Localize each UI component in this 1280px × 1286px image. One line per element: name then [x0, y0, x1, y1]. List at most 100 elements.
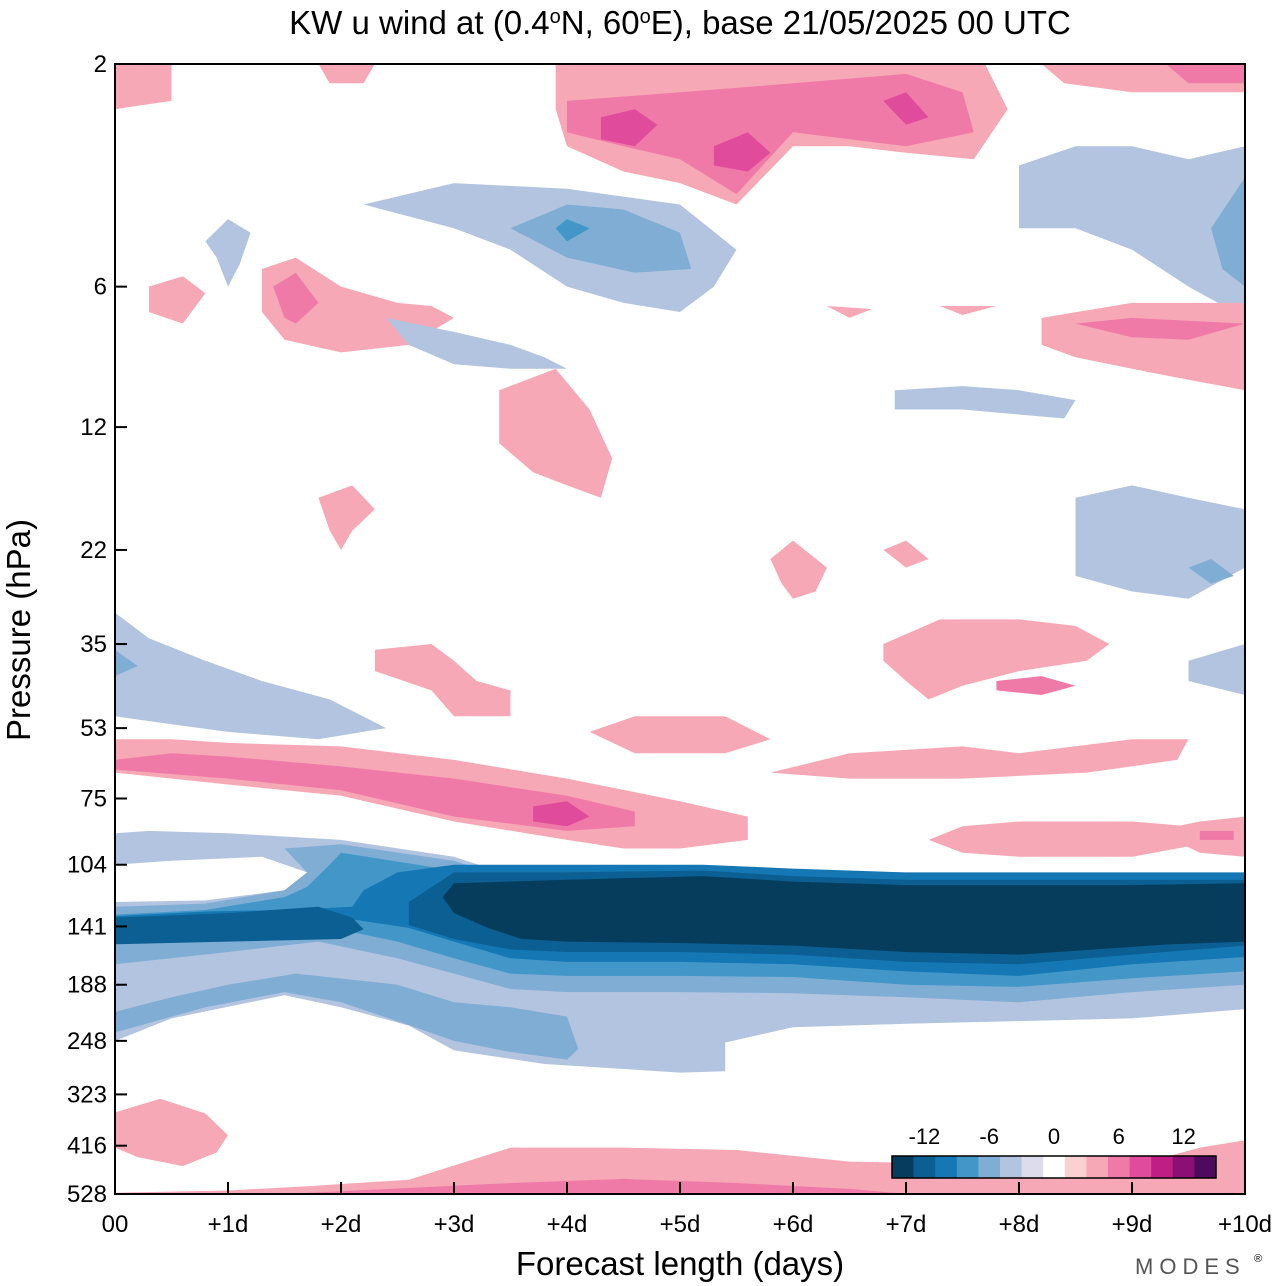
contour-region [318, 64, 375, 84]
contour-region [499, 368, 613, 498]
x-tick-label: 00 [102, 1211, 129, 1238]
contour-region [115, 973, 579, 1060]
modes-logo-text: MODES [1135, 1254, 1246, 1279]
contour-region [770, 540, 827, 599]
contour-region [883, 619, 1110, 700]
contour-region [1199, 830, 1234, 840]
modes-logo: MODES ® [1135, 1253, 1262, 1279]
contour-region [770, 739, 1189, 779]
contour-region [148, 276, 206, 324]
contour-region [1075, 317, 1245, 340]
registered-mark-icon: ® [1254, 1253, 1262, 1265]
contour-region [386, 317, 567, 369]
x-axis: 00 +1d +2d +3d +4d +5d +6d +7d +8d +9d +10d [102, 1182, 1272, 1238]
contour-region [284, 1178, 906, 1194]
colorbar-swatch [935, 1156, 958, 1178]
contour-region [1188, 644, 1245, 695]
contour-region [374, 644, 511, 717]
contour-layer [115, 64, 1245, 1194]
y-tick-label: 141 [67, 913, 107, 940]
contour-region [1188, 559, 1234, 584]
contour-region [589, 716, 771, 754]
contour-region [928, 821, 1200, 857]
contour-region [883, 92, 929, 125]
colorbar-swatch [1000, 1156, 1022, 1178]
contour-region [533, 801, 590, 827]
contour-region [115, 906, 364, 945]
colorbar-swatch [956, 1156, 979, 1178]
colorbar-swatch [1151, 1156, 1174, 1178]
colorbar-swatch [1172, 1156, 1195, 1178]
colorbar-swatch [1064, 1156, 1087, 1178]
contour-region [567, 73, 974, 195]
x-tick-label: +3d [434, 1211, 475, 1238]
x-tick-label: +1d [208, 1211, 249, 1238]
degree-superscript: o [640, 6, 651, 28]
colorbar-tick-label: 12 [1171, 1124, 1195, 1149]
y-tick-label: 2 [94, 51, 107, 78]
y-tick-label: 248 [67, 1028, 107, 1055]
contour-region [996, 676, 1076, 695]
contour-region [205, 219, 251, 287]
colorbar-swatch [1108, 1156, 1130, 1178]
contour-region [115, 64, 172, 110]
y-tick-label: 22 [80, 537, 107, 564]
contour-region [600, 109, 658, 147]
y-tick-label: 104 [67, 852, 107, 879]
colorbar-swatch [1086, 1156, 1109, 1178]
colorbar-tick-label: -6 [979, 1124, 999, 1149]
x-tick-label: +8d [999, 1211, 1040, 1238]
y-tick-label: 323 [67, 1081, 107, 1108]
x-axis-label: Forecast length (days) [516, 1245, 844, 1282]
x-tick-label: +10d [1218, 1211, 1272, 1238]
x-tick-label: +2d [321, 1211, 362, 1238]
colorbar-swatch [1021, 1156, 1044, 1178]
degree-superscript: o [550, 6, 561, 28]
contour-region [115, 1098, 228, 1167]
y-axis: 2 6 12 22 35 53 75 104 141 188 248 323 416 528 [67, 51, 127, 1208]
contour-region [1211, 177, 1245, 287]
y-tick-label: 188 [67, 972, 107, 999]
y-tick-label: 35 [80, 631, 107, 658]
x-tick-label: +9d [1112, 1211, 1153, 1238]
contour-region [894, 386, 1076, 419]
x-tick-label: +6d [773, 1211, 814, 1238]
x-tick-label: +5d [660, 1211, 701, 1238]
colorbar-swatch [978, 1156, 1001, 1178]
colorbar-swatch [892, 1156, 914, 1178]
y-tick-label: 75 [80, 785, 107, 812]
y-tick-label: 53 [80, 715, 107, 742]
colorbar-swatch [1194, 1156, 1217, 1178]
colorbar-swatch [1129, 1156, 1152, 1178]
title-segment: E), base 21/05/2025 00 UTC [651, 4, 1071, 41]
chart-title: KW u wind at (0.4oN, 60oE), base 21/05/2… [289, 4, 1071, 41]
contour-region [487, 885, 1245, 952]
y-axis-label: Pressure (hPa) [0, 519, 37, 741]
contour-region [1165, 64, 1245, 84]
contour-region [1019, 146, 1245, 318]
contour-region [510, 204, 692, 273]
y-tick-label: 528 [67, 1181, 107, 1208]
title-segment: N, 60 [561, 4, 640, 41]
contour-region [115, 612, 387, 740]
colorbar: -12 -6 0 6 12 [891, 1124, 1217, 1179]
colorbar-swatch [913, 1156, 936, 1178]
colorbar-frame [891, 1155, 1217, 1179]
x-tick-label: +7d [886, 1211, 927, 1238]
contour-region [318, 485, 375, 550]
contour-region [883, 540, 929, 568]
contour-region [555, 219, 590, 242]
x-tick-label: +4d [547, 1211, 588, 1238]
colorbar-tick-label: 0 [1048, 1124, 1060, 1149]
y-tick-label: 416 [67, 1133, 107, 1160]
contour-region [273, 272, 319, 324]
y-tick-label: 6 [94, 274, 107, 301]
contour-region [826, 306, 873, 318]
contour-region [713, 132, 771, 172]
colorbar-swatch [1043, 1156, 1066, 1178]
contour-region [115, 753, 635, 831]
colorbar-tick-label: -12 [909, 1124, 941, 1149]
colorbar-tick-label: 6 [1113, 1124, 1125, 1149]
y-tick-label: 12 [80, 414, 107, 441]
